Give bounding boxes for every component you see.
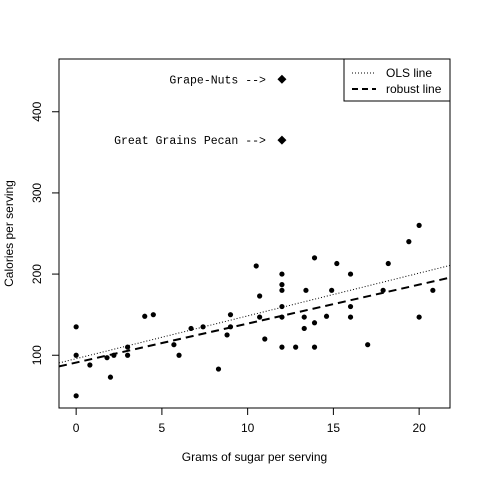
data-point: [385, 260, 391, 267]
y-tick-label: 300: [30, 183, 44, 203]
legend: OLS line robust line: [343, 58, 451, 102]
highlighted-point: [277, 74, 287, 84]
data-point: [124, 344, 131, 350]
data-point: [279, 314, 285, 320]
x-tick-label: 0: [73, 421, 80, 435]
data-point: [416, 314, 422, 320]
legend-entry-label: OLS line: [386, 66, 432, 80]
data-point: [406, 239, 412, 245]
data-point: [124, 352, 131, 358]
data-point: [293, 344, 299, 350]
data-point: [303, 287, 309, 293]
fit-lines: [59, 264, 450, 368]
y-tick-label: 100: [30, 345, 44, 365]
data-point: [347, 303, 354, 310]
data-point: [257, 314, 263, 320]
data-point: [104, 355, 110, 361]
x-tick-label: 10: [241, 421, 255, 435]
data-point: [347, 314, 354, 320]
data-point: [279, 287, 285, 293]
data-point: [176, 352, 182, 358]
data-point: [334, 260, 340, 267]
legend-entry-label: robust line: [386, 82, 442, 96]
data-point: [311, 344, 318, 350]
point-annotations: Grape-Nuts --> Great Grains Pecan -->: [114, 74, 287, 148]
data-points: [73, 222, 436, 399]
data-point: [200, 324, 206, 330]
data-point: [257, 293, 263, 299]
plot-frame: [58, 58, 451, 409]
data-point: [365, 342, 371, 348]
data-point: [301, 325, 307, 332]
data-point: [150, 312, 156, 318]
data-point: [87, 362, 93, 368]
data-point: [380, 287, 386, 293]
data-point: [73, 393, 79, 399]
highlighted-point-label: Great Grains Pecan -->: [114, 135, 266, 148]
data-point: [111, 352, 117, 358]
data-point: [227, 324, 234, 330]
highlighted-point-label: Grape-Nuts -->: [169, 74, 266, 87]
legend-box: [343, 58, 451, 102]
ols-fit-line: [59, 264, 450, 364]
data-point: [347, 271, 354, 277]
data-point: [279, 344, 285, 350]
x-tick-label: 5: [159, 421, 166, 435]
y-axis-label: Calories per serving: [2, 180, 16, 287]
x-tick-label: 20: [412, 421, 426, 435]
x-axis-label: Grams of sugar per serving: [182, 450, 327, 464]
data-point: [311, 255, 318, 261]
data-point: [171, 342, 177, 348]
highlighted-point: [277, 135, 287, 145]
data-point: [224, 332, 230, 338]
y-tick-label: 400: [30, 101, 44, 121]
data-point: [323, 313, 330, 319]
data-point: [329, 287, 335, 293]
x-tick-label: 15: [327, 421, 341, 435]
data-point: [311, 320, 318, 326]
data-point: [279, 271, 285, 277]
data-point: [279, 303, 285, 310]
data-point: [73, 324, 79, 330]
data-point: [430, 287, 436, 293]
robust-fit-line: [59, 276, 450, 368]
data-point: [188, 325, 194, 332]
data-point: [279, 282, 285, 288]
y-tick-label: 200: [30, 264, 44, 284]
data-point: [262, 336, 268, 342]
data-point: [73, 352, 79, 358]
data-point: [301, 314, 307, 320]
data-point: [416, 222, 422, 228]
data-point: [227, 312, 234, 318]
data-point: [142, 313, 148, 319]
data-point: [215, 366, 222, 372]
data-point: [107, 374, 114, 380]
data-point: [253, 263, 259, 269]
